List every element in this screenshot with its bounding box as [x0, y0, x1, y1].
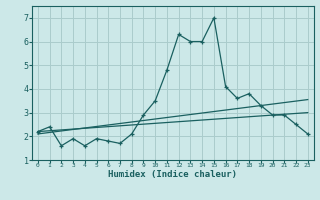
X-axis label: Humidex (Indice chaleur): Humidex (Indice chaleur) — [108, 170, 237, 179]
